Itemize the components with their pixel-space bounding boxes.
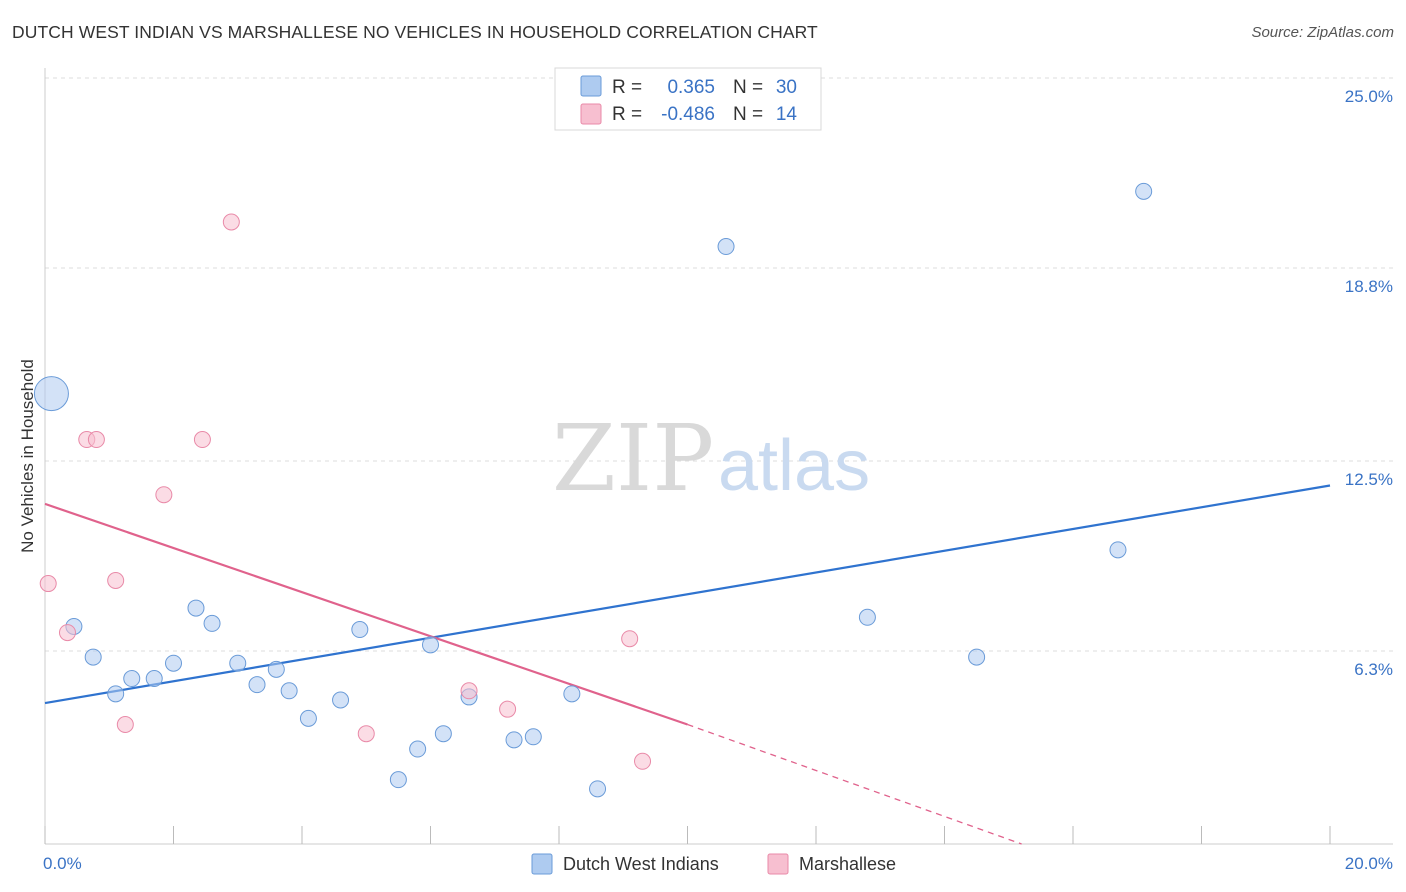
series-legend-swatch-dutch-west-indians (531, 853, 553, 875)
dutch-west-indians-point (422, 636, 439, 654)
dutch-west-indians-point (563, 685, 581, 703)
y-axis-title: No Vehicles in Household (18, 359, 37, 553)
marshallese-point (116, 716, 134, 734)
trend-layer (44, 484, 1331, 845)
dutch-west-indians-point (187, 599, 205, 617)
marshallese-point (39, 575, 57, 593)
marshallese-point (107, 571, 125, 589)
series-legend: Dutch West Indians Marshallese (531, 853, 896, 875)
marshallese-point (634, 752, 652, 770)
marshallese-point (357, 725, 375, 743)
marshallese-point (155, 486, 173, 504)
axes-layer (44, 68, 1393, 845)
dutch-west-indians-point (434, 725, 452, 743)
legend-n-label-pink: N = (733, 104, 763, 125)
marshallese-point (58, 624, 76, 642)
chart-title: DUTCH WEST INDIAN VS MARSHALLESE NO VEHI… (12, 22, 818, 42)
y-tick-label: 12.5% (1345, 470, 1393, 489)
dutch-west-indians-point (267, 660, 285, 678)
y-tick-label: 6.3% (1354, 660, 1393, 679)
x-tick-label: 0.0% (43, 854, 82, 873)
dutch-west-indians-point (107, 685, 125, 703)
legend-r-value-pink: -0.486 (661, 104, 715, 125)
legend-n-value-blue: 30 (776, 77, 797, 98)
stats-legend: R = 0.365 N = 30 R = -0.486 N = 14 (554, 67, 822, 131)
dutch-west-indians-point (203, 614, 221, 632)
series-legend-label-marshallese: Marshallese (799, 854, 896, 874)
series-legend-label-dutch-west-indians: Dutch West Indians (563, 854, 719, 874)
marshallese-trend-line (44, 502, 688, 726)
watermark: ZIP atlas (552, 405, 870, 512)
y-tick-label: 25.0% (1345, 87, 1393, 106)
marshallese-point (87, 431, 105, 449)
marshallese-point (621, 630, 639, 648)
dutch-west-indians-point (389, 771, 407, 789)
dutch-west-indians-point (1109, 541, 1127, 559)
legend-r-label-blue: R = (612, 77, 642, 98)
legend-swatch-blue (580, 75, 602, 97)
marshallese-point (460, 682, 478, 700)
dutch-west-indians-point (1135, 182, 1153, 200)
watermark-atlas: atlas (718, 426, 870, 506)
legend-n-value-pink: 14 (776, 104, 798, 125)
dutch-west-indians-point (409, 740, 427, 758)
dutch-west-indians-point (84, 648, 102, 666)
dutch-west-indians-point (524, 728, 542, 746)
watermark-zip: ZIP (552, 405, 714, 512)
marshallese-point (499, 700, 517, 718)
marshallese-point (193, 431, 211, 449)
x-tick-label: 20.0% (1345, 854, 1393, 873)
dutch-west-indians-point (351, 621, 369, 639)
marshallese-trend-extension (687, 723, 1022, 845)
dutch-west-indians-point (299, 709, 317, 727)
dutch-west-indians-point (229, 654, 247, 672)
grid-layer (45, 77, 1393, 652)
dutch-west-indians-trend-line (44, 484, 1331, 705)
legend-r-label-pink: R = (612, 104, 642, 125)
dutch-west-indians-point (123, 670, 141, 688)
dutch-west-indians-point (589, 780, 607, 798)
points-layer (33, 182, 1153, 798)
tick-labels: 6.3% 12.5% 18.8% 25.0% 0.0% 20.0% (43, 87, 1393, 873)
legend-r-value-blue: 0.365 (667, 77, 715, 98)
dutch-west-indians-point (165, 654, 182, 672)
legend-swatch-pink (580, 103, 602, 125)
marshallese-point (222, 213, 240, 231)
y-tick-label: 18.8% (1345, 277, 1393, 296)
dutch-west-indians-point (717, 238, 735, 256)
dutch-west-indians-point (280, 682, 298, 700)
series-legend-swatch-marshallese (767, 853, 789, 875)
dutch-west-indians-point (505, 731, 523, 749)
dutch-west-indians-point (145, 670, 163, 688)
dutch-west-indians-point (332, 691, 350, 709)
dutch-west-indians-point (248, 676, 266, 694)
source-label: Source: ZipAtlas.com (1251, 24, 1394, 41)
dutch-west-indians-point (968, 648, 986, 666)
legend-n-label-blue: N = (733, 77, 763, 98)
dutch-west-indians-point (33, 376, 69, 412)
dutch-west-indians-point (858, 608, 876, 626)
